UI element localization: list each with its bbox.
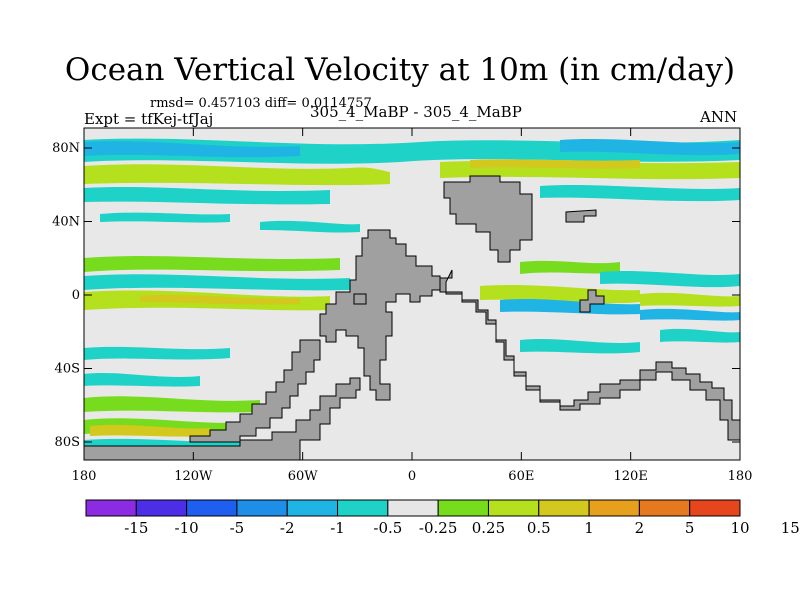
colorbar-label-5: -0.5 [373,519,402,537]
colorbar-label-0: -15 [124,519,148,537]
land-islands-southeast [579,289,605,313]
land-islands-east [565,209,597,223]
colorbar-swatch-5 [337,499,389,517]
lon-tick-label-2: 60W [288,469,319,484]
velocity-field-equator-neg [500,299,740,321]
velocity-field-20n [84,271,740,291]
case-label: 305_4_MaBP - 305_4_MaBP [310,103,522,121]
colorbar-label-11: 5 [685,519,695,537]
velocity-field-south [84,328,740,387]
land-western-coast [189,339,321,443]
colorbar-label-7: 0.25 [472,519,505,537]
velocity-field-30n [84,256,620,274]
lat-tick-label-1: 40N [52,215,80,230]
colorbar-swatch-11 [638,499,691,517]
colorbar-label-6: -0.25 [419,519,457,537]
colorbar-swatch-6 [387,499,439,517]
colorbar-label-3: -2 [280,519,295,537]
colorbar-swatch-4 [286,499,339,517]
colorbar: -15 -10 -5 -2 -1 -0.5 -0.25 0.25 0.5 1 2 5 10 15 [85,499,800,537]
lat-tick-label-0: 80N [52,141,80,156]
lon-tick-label-6: 180 [728,469,753,484]
velocity-field-equator-strong [140,294,300,305]
lon-tick-label-5: 120E [614,469,648,484]
colorbar-swatch-3 [236,499,288,517]
colorbar-label-8: 0.5 [527,519,551,537]
lon-tick-label-4: 60E [508,469,534,484]
land-masses [84,175,740,460]
velocity-field-50n [84,185,740,233]
latitude-axis: 80N 40N 0 40S 80S [52,141,740,450]
lon-tick-label-3: 0 [408,469,416,484]
land-north-america [443,175,533,263]
colorbar-swatch-0 [85,499,137,517]
colorbar-label-9: 1 [584,519,594,537]
land-africa [84,269,740,460]
map-title: Ocean Vertical Velocity at 10m (in cm/da… [64,52,736,88]
experiment-label: Expt = tfKej-tfJaj [84,110,214,128]
colorbar-label-10: 2 [635,519,645,537]
lat-tick-label-4: 80S [55,435,80,450]
colorbar-label-4: -1 [330,519,345,537]
season-label: ANN [700,108,738,126]
stats-label: rmsd= 0.457103 diff= 0.0114757 [150,96,372,111]
lon-tick-label-0: 180 [72,469,97,484]
lat-tick-label-3: 40S [55,362,80,377]
colorbar-swatch-2 [186,499,238,517]
colorbar-label-12: 10 [730,519,749,537]
velocity-field-60n-strong [470,159,640,169]
land-americas [319,229,441,401]
colorbar-swatch-10 [588,499,640,517]
colorbar-label-2: -5 [230,519,245,537]
lat-tick-label-2: 0 [72,288,80,303]
colorbar-swatch-7 [437,499,489,517]
colorbar-swatch-8 [487,499,540,517]
velocity-field-north-strong [84,139,740,158]
velocity-field-southern-ocean-strong [90,424,210,437]
colorbar-swatch-1 [135,499,188,517]
land-islands-atlantic [353,293,367,305]
longitude-axis: 180 120W 60W 0 60E 120E 180 [72,128,753,484]
lon-tick-label-1: 120W [174,469,213,484]
colorbar-swatch-9 [538,499,590,517]
colorbar-label-13: 15 [781,519,800,537]
colorbar-swatch-12 [689,499,741,517]
colorbar-label-1: -10 [175,519,199,537]
